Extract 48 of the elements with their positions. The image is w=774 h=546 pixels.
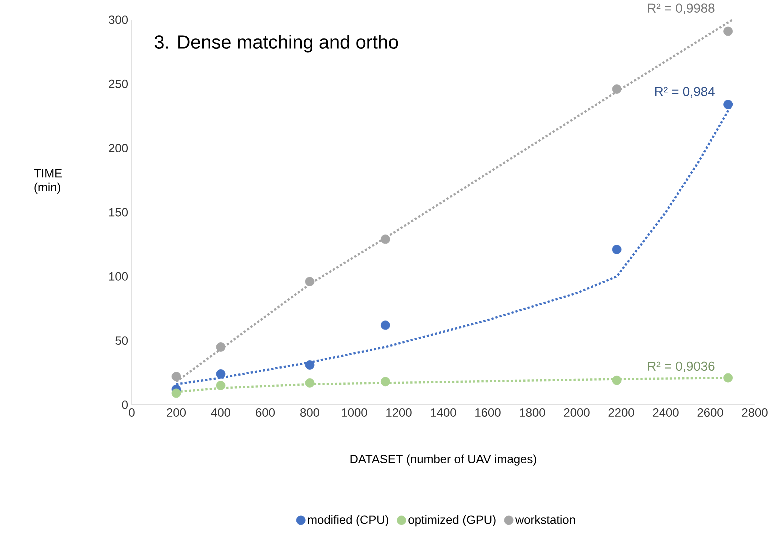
point: [216, 342, 226, 352]
point: [216, 370, 226, 379]
point: [380, 320, 390, 330]
text: 3. Dense matching and ortho: [154, 35, 398, 53]
y-tick-label: 150: [109, 208, 128, 217]
point: [172, 388, 182, 398]
legend-label: modified (CPU): [308, 515, 389, 527]
y-tick-label: 100: [109, 272, 128, 281]
x-tick-label: 400: [211, 408, 231, 417]
annotation: R² = 0,9036: [648, 362, 715, 373]
point: [216, 381, 226, 390]
x-tick-label: 1200: [386, 408, 412, 417]
point: [305, 378, 315, 388]
point: [612, 84, 622, 94]
point: [305, 277, 315, 286]
x-tick-label: 1000: [342, 408, 368, 417]
point: [172, 372, 182, 382]
x-tick-label: 0: [129, 408, 135, 417]
annotation: R² = 0,984: [656, 87, 715, 98]
point: [305, 360, 315, 370]
x-tick-label: 2400: [653, 408, 679, 417]
text: R² = 0,9988: [648, 4, 715, 14]
point: [724, 373, 733, 383]
y-tick-label: 300: [108, 16, 128, 24]
point: [612, 245, 622, 254]
point: [612, 376, 622, 386]
x-tick-label: 2000: [564, 408, 590, 417]
point: [380, 234, 390, 244]
x-tick-label: 1400: [431, 408, 456, 417]
x-tick-label: 1600: [476, 408, 501, 417]
y-tick-label: 200: [109, 144, 128, 153]
y-tick-label: 0: [122, 400, 128, 410]
x-tick-label: 800: [300, 408, 320, 417]
point: [724, 26, 733, 36]
x-tick-label: 2800: [742, 408, 768, 417]
legend-label: workstation: [515, 515, 576, 524]
point: [380, 377, 390, 387]
x-tick-label: 200: [167, 408, 186, 417]
y-tick-label: 50: [116, 336, 128, 346]
x-axis-title: DATASET (number of UAV images): [350, 454, 536, 466]
x-tick-label: 2200: [608, 408, 634, 417]
x-tick-label: 600: [256, 408, 276, 417]
y-axis-title: TIME (min): [34, 169, 62, 194]
point: [724, 100, 733, 110]
x-tick-label: 2600: [698, 408, 724, 417]
x-tick-label: 1800: [520, 408, 546, 417]
legend-label: optimized (GPU): [408, 515, 496, 527]
y-tick-label: 250: [109, 80, 128, 88]
